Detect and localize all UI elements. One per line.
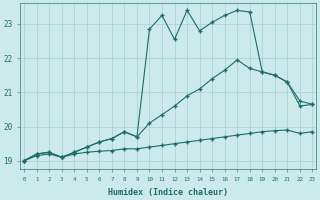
X-axis label: Humidex (Indice chaleur): Humidex (Indice chaleur) — [108, 188, 228, 197]
